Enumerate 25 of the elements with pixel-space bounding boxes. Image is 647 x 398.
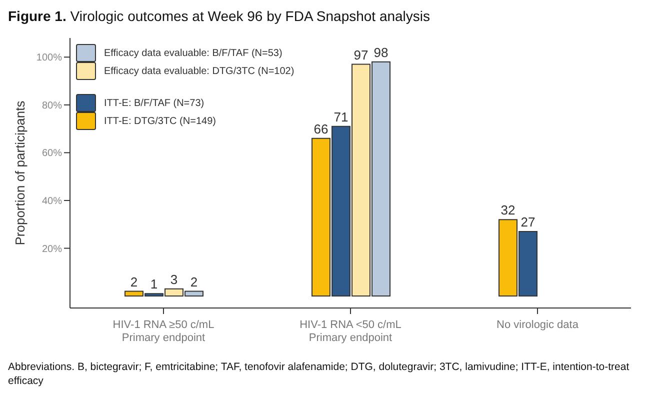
y-tick-label: 80% xyxy=(42,100,62,112)
y-tick-label: 40% xyxy=(42,196,62,208)
legend-label: ITT-E: DTG/3TC (N=149) xyxy=(104,116,216,126)
x-tick-label: No virologic data xyxy=(496,319,580,331)
x-tick-label: HIV-1 RNA <50 c/mL Primary endpoint xyxy=(300,319,402,344)
y-tick-label: 100% xyxy=(36,52,62,64)
data-label: 98 xyxy=(374,44,388,60)
data-label: 66 xyxy=(314,121,328,136)
legend-label: Efficacy data evaluable: DTG/3TC (N=102) xyxy=(104,66,294,76)
x-tick-label: HIV-1 RNA ≥50 c/mL Primary endpoint xyxy=(112,319,214,344)
data-label: 3 xyxy=(170,272,178,287)
data-label: 1 xyxy=(150,276,158,292)
data-label: 32 xyxy=(500,202,516,218)
text: Abbreviations. B, bictegravir; F, emtricitabine; TAF, tenofovir alafenamide; DTG, dolutegravir; 3TC, lamivudine; ITT-E, intention-to-treat efficacy xyxy=(8,360,630,388)
data-label: 2 xyxy=(130,274,138,290)
y-tick-label: 20% xyxy=(42,244,62,255)
data-label: 2 xyxy=(190,274,198,290)
chart-title: Figure 1. Virologic outcomes at Week 96 by FDA Snapshot analysis xyxy=(8,8,430,24)
y-tick-label: 60% xyxy=(42,148,62,160)
legend-label: ITT-E: B/F/TAF (N=73) xyxy=(104,98,204,108)
legend-label: Efficacy data evaluable: B/F/TAF (N=53) xyxy=(104,48,282,58)
data-label: 97 xyxy=(354,47,368,62)
data-label: 71 xyxy=(334,109,348,124)
data-label: 27 xyxy=(520,214,536,230)
y-axis-title: Proportion of participants xyxy=(12,100,28,246)
